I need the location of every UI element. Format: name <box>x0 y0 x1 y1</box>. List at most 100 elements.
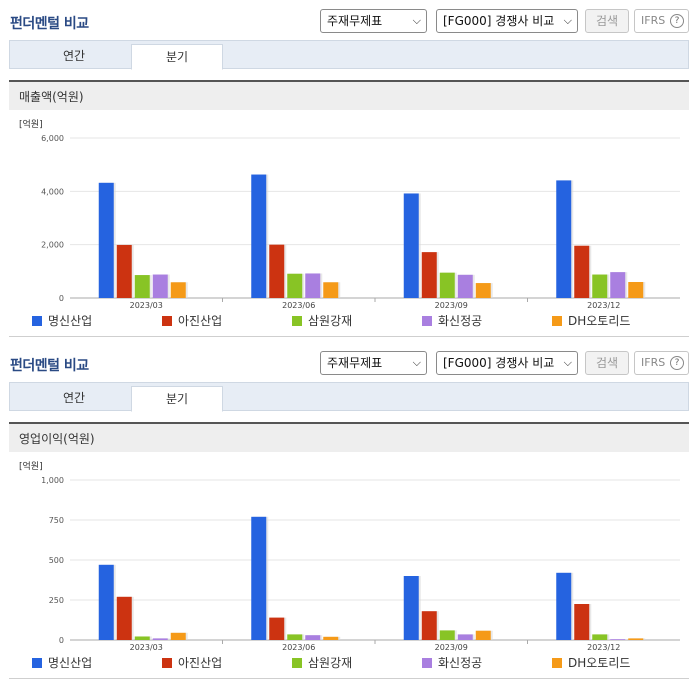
legend-swatch <box>422 316 432 326</box>
bar <box>556 572 572 640</box>
x-tick-label: 2023/09 <box>435 643 468 652</box>
bar <box>556 180 572 298</box>
bar <box>592 274 608 298</box>
y-tick-label: 0 <box>59 636 64 645</box>
ifrs-label: IFRS <box>641 356 666 369</box>
search-button[interactable]: 검색 <box>585 9 629 33</box>
statement-select[interactable]: 주재무제표 ⌵ <box>320 9 427 33</box>
legend-label: 삼원강재 <box>308 656 353 670</box>
bar <box>610 639 626 640</box>
unit-label: [억원] <box>19 118 43 130</box>
y-tick-label: 1,000 <box>41 476 64 485</box>
ifrs-label: IFRS <box>641 14 666 27</box>
bar <box>251 516 267 640</box>
legend-item[interactable]: 명신산업 <box>32 654 92 672</box>
bar <box>403 576 419 640</box>
bar <box>170 282 186 298</box>
help-icon[interactable]: ? <box>670 356 684 370</box>
ifrs-button[interactable]: IFRS ? <box>634 351 689 375</box>
legend-item[interactable]: 삼원강재 <box>292 654 352 672</box>
legend-label: 아진산업 <box>178 656 223 670</box>
y-tick-label: 500 <box>49 556 64 565</box>
legend-label: 명신산업 <box>48 314 93 328</box>
x-tick-label: 2023/06 <box>282 643 315 652</box>
metric-title: 매출액(억원) <box>19 90 84 104</box>
legend-item[interactable]: 삼원강재 <box>292 312 352 330</box>
help-icon[interactable]: ? <box>670 14 684 28</box>
legend-swatch <box>292 316 302 326</box>
chart-legend: 명신산업 아진산업 삼원강재 화신정공 DH오토리드 <box>0 654 696 674</box>
metric-header: 매출액(억원) <box>9 80 689 110</box>
statement-select-value: 주재무제표 <box>327 356 383 370</box>
bar <box>305 273 321 298</box>
bar <box>170 632 186 640</box>
legend-label: 명신산업 <box>48 656 93 670</box>
bar <box>574 245 590 298</box>
bar <box>475 630 491 640</box>
legend-item[interactable]: DH오토리드 <box>552 312 630 330</box>
section-title: 펀더멘털 비교 <box>10 358 89 374</box>
x-tick-label: 2023/03 <box>130 643 163 652</box>
peer-select[interactable]: [FG000] 경쟁사 비교 ⌵ <box>436 9 578 33</box>
legend-label: 화신정공 <box>438 314 483 328</box>
bar <box>403 193 419 298</box>
bar <box>152 638 168 640</box>
bar <box>305 635 321 640</box>
tab-quarterly[interactable]: 분기 <box>131 386 223 412</box>
x-tick-label: 2023/06 <box>282 301 315 310</box>
tab-annual[interactable]: 연간 <box>62 391 86 405</box>
legend-item[interactable]: 화신정공 <box>422 654 482 672</box>
chevron-down-icon: ⌵ <box>563 14 572 27</box>
bar <box>269 617 285 640</box>
peer-select-value: [FG000] 경쟁사 비교 <box>443 14 555 28</box>
x-tick-label: 2023/12 <box>587 643 620 652</box>
x-tick-label: 2023/09 <box>435 301 468 310</box>
peer-select-value: [FG000] 경쟁사 비교 <box>443 356 555 370</box>
y-tick-label: 0 <box>59 294 64 303</box>
legend-swatch <box>162 316 172 326</box>
legend-swatch <box>32 658 42 668</box>
bar <box>421 611 437 640</box>
legend-item[interactable]: 명신산업 <box>32 312 92 330</box>
legend-item[interactable]: 아진산업 <box>162 654 222 672</box>
statement-select[interactable]: 주재무제표 ⌵ <box>320 351 427 375</box>
metric-header: 영업이익(억원) <box>9 422 689 452</box>
statement-select-value: 주재무제표 <box>327 14 383 28</box>
section-header: 펀더멘털 비교 주재무제표 ⌵ [FG000] 경쟁사 비교 ⌵ 검색 IFRS… <box>0 0 696 40</box>
bar <box>152 274 168 298</box>
legend-item[interactable]: DH오토리드 <box>552 654 630 672</box>
bar <box>98 564 114 640</box>
y-tick-label: 4,000 <box>41 187 64 196</box>
bar <box>287 634 303 640</box>
ifrs-button[interactable]: IFRS ? <box>634 9 689 33</box>
bar <box>574 604 590 640</box>
legend-label: 삼원강재 <box>308 314 353 328</box>
bar <box>628 638 644 640</box>
bar <box>323 282 339 298</box>
period-tabs: 연간 분기 <box>9 382 689 412</box>
x-tick-label: 2023/12 <box>587 301 620 310</box>
legend-swatch <box>32 316 42 326</box>
bar <box>116 596 132 640</box>
divider <box>9 678 689 679</box>
bar <box>610 272 626 298</box>
legend-item[interactable]: 아진산업 <box>162 312 222 330</box>
y-tick-label: 250 <box>49 596 64 605</box>
bar <box>134 275 150 298</box>
tab-annual[interactable]: 연간 <box>62 49 86 63</box>
chevron-down-icon: ⌵ <box>563 356 572 369</box>
section-header: 펀더멘털 비교 주재무제표 ⌵ [FG000] 경쟁사 비교 ⌵ 검색 IFRS… <box>0 342 696 382</box>
section-title: 펀더멘털 비교 <box>10 16 89 32</box>
legend-item[interactable]: 화신정공 <box>422 312 482 330</box>
peer-select[interactable]: [FG000] 경쟁사 비교 ⌵ <box>436 351 578 375</box>
bar-chart: [억원] 6,000 4,000 2,000 0 2023/03 2023/06 2023/0… <box>19 118 680 310</box>
bar <box>439 630 455 640</box>
tab-quarterly[interactable]: 분기 <box>131 44 223 70</box>
legend-swatch <box>552 316 562 326</box>
legend-label: 아진산업 <box>178 314 223 328</box>
search-button[interactable]: 검색 <box>585 351 629 375</box>
fundamental-section-1: 펀더멘털 비교 주재무제표 ⌵ [FG000] 경쟁사 비교 ⌵ 검색 IFRS… <box>0 0 696 337</box>
fundamental-section-2: 펀더멘털 비교 주재무제표 ⌵ [FG000] 경쟁사 비교 ⌵ 검색 IFRS… <box>0 342 696 684</box>
bar <box>251 174 267 298</box>
bar <box>116 244 132 298</box>
